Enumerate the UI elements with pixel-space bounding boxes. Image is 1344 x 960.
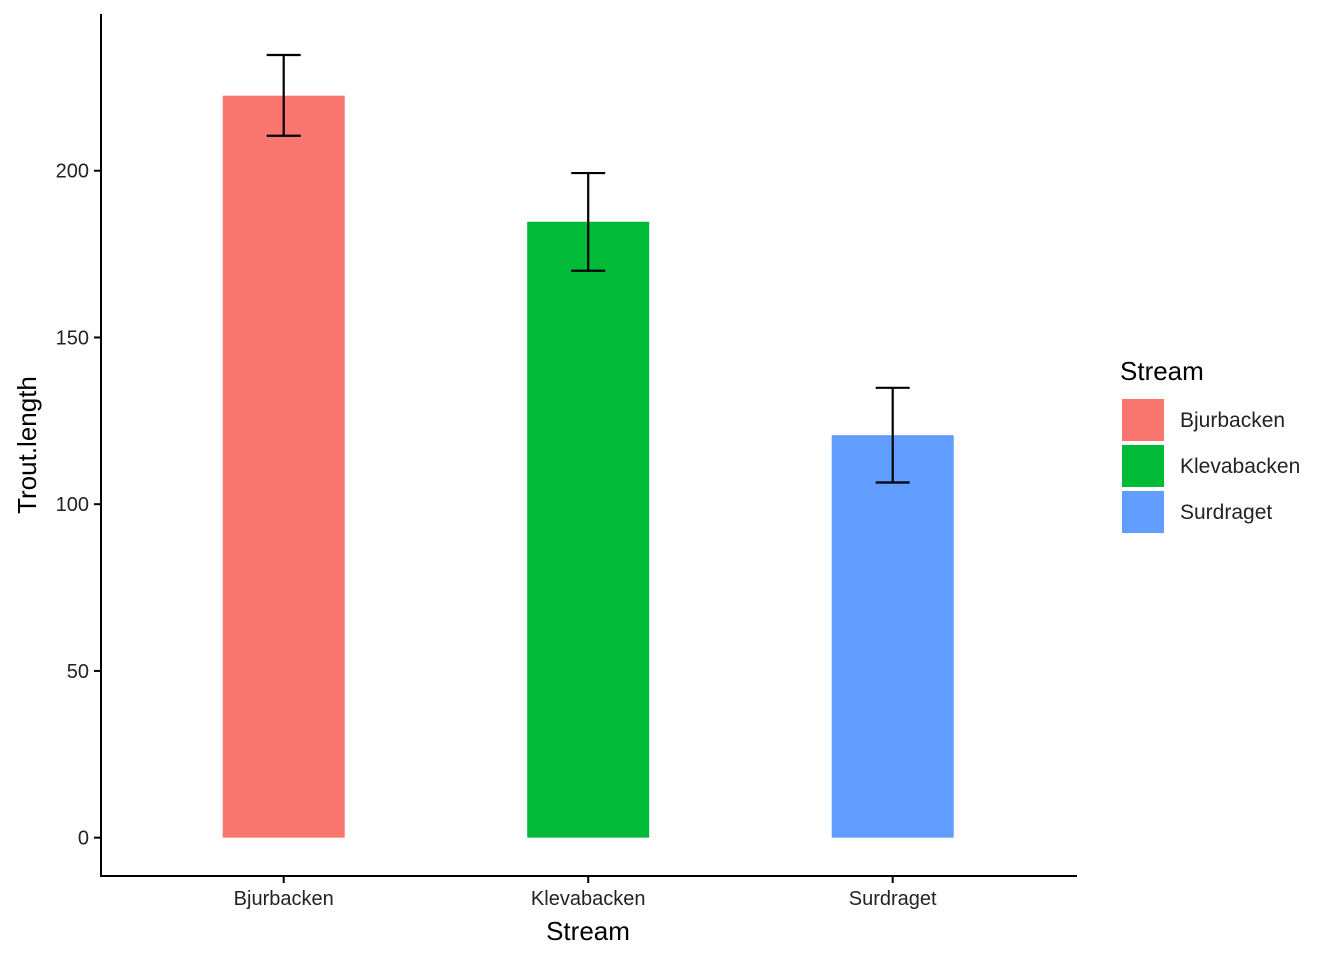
- x-tick-label: Surdraget: [849, 888, 937, 910]
- error-bar-klevabacken: [571, 171, 606, 272]
- legend-swatch: [1122, 445, 1164, 487]
- y-axis-title: Trout.length: [12, 376, 42, 514]
- x-tick-label: Klevabacken: [531, 888, 646, 910]
- legend-title: Stream: [1120, 356, 1204, 386]
- x-axis-title: Stream: [546, 916, 630, 946]
- x-ticks-group: Bjurbacken Klevabacken Surdraget: [234, 876, 937, 910]
- legend-swatch: [1122, 399, 1164, 441]
- bar-bjurbacken: [222, 95, 345, 838]
- legend-entry-bjurbacken: Bjurbacken: [1122, 399, 1285, 441]
- legend-swatch: [1122, 491, 1164, 533]
- x-tick-label: Bjurbacken: [234, 888, 334, 910]
- legend: Stream Bjurbacken Klevabacken Surdraget: [1120, 356, 1300, 533]
- legend-label: Bjurbacken: [1180, 409, 1285, 432]
- error-bar-surdraget: [875, 386, 910, 484]
- bar-klevabacken: [527, 221, 650, 838]
- bars-group: [222, 95, 954, 838]
- y-tick-label: 150: [56, 327, 89, 349]
- y-ticks-group: 0 50 100 150 200: [56, 161, 101, 850]
- y-tick-label: 50: [67, 661, 89, 683]
- legend-label: Klevabacken: [1180, 455, 1300, 478]
- legend-entry-klevabacken: Klevabacken: [1122, 445, 1300, 487]
- legend-label: Surdraget: [1180, 501, 1272, 524]
- error-bars-group: [266, 53, 910, 484]
- y-tick-label: 100: [56, 494, 89, 516]
- bar-surdraget: [831, 435, 954, 838]
- legend-entry-surdraget: Surdraget: [1122, 491, 1272, 533]
- y-tick-label: 200: [56, 161, 89, 183]
- legend-entries: Bjurbacken Klevabacken Surdraget: [1122, 399, 1300, 533]
- y-tick-label: 0: [78, 828, 89, 850]
- error-bar-bjurbacken: [266, 53, 301, 137]
